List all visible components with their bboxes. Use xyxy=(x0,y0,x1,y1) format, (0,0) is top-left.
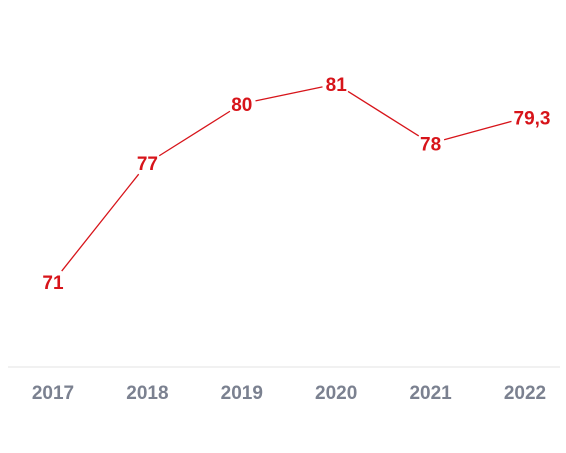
x-tick-label: 2021 xyxy=(409,383,452,404)
series-line-segment xyxy=(443,120,512,141)
x-tick-label: 2022 xyxy=(504,383,546,404)
x-tick-label: 2020 xyxy=(315,383,357,404)
data-label-layer: 71 77 80 81 78 79,3 xyxy=(42,75,550,294)
series-layer xyxy=(61,86,512,272)
series-line-segment xyxy=(61,173,140,272)
x-axis-tick-labels: 2017 2018 2019 2020 2021 2022 xyxy=(32,383,546,404)
x-tick-label: 2018 xyxy=(126,383,168,404)
series-line-segment xyxy=(347,90,420,137)
data-label: 79,3 xyxy=(514,109,551,130)
series-line-segment xyxy=(158,110,231,157)
data-label: 71 xyxy=(42,273,64,294)
data-label: 77 xyxy=(137,154,158,175)
x-tick-label: 2017 xyxy=(32,383,74,404)
data-label: 81 xyxy=(326,75,348,96)
data-label: 78 xyxy=(420,134,441,155)
x-tick-label: 2019 xyxy=(221,383,263,404)
data-label: 80 xyxy=(231,95,252,116)
series-line-segment xyxy=(255,86,323,102)
